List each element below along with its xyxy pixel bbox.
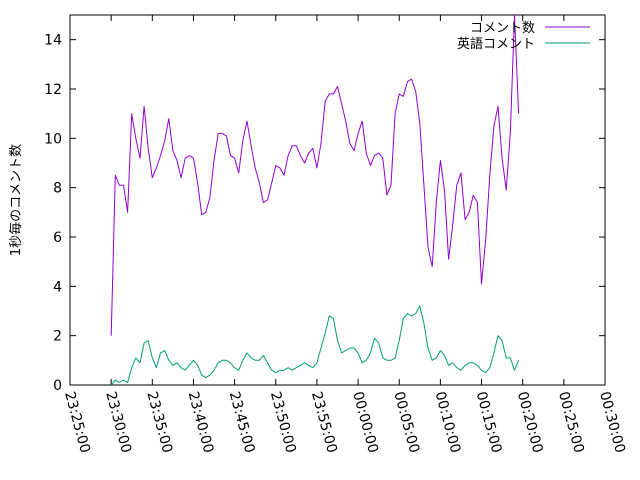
y-tick-label: 4 [53,279,62,295]
x-tick-label: 23:45:00 [226,390,258,455]
plot-border [69,14,606,386]
series-line-1 [110,305,520,386]
x-tick-label: 00:10:00 [432,390,464,455]
y-tick-label: 8 [53,181,62,197]
x-tick-label: 23:55:00 [308,390,340,455]
x-tick-label: 23:40:00 [185,390,217,455]
x-tick-label: 00:30:00 [596,390,628,455]
x-tick-label: 00:15:00 [473,390,505,455]
y-tick-label: 0 [53,378,62,394]
x-tick-label: 00:25:00 [555,390,587,455]
legend-label-0: コメント数 [470,21,535,36]
y-tick-label: 2 [53,329,62,345]
y-tick-label: 14 [44,33,62,49]
x-tick-label: 23:50:00 [267,390,299,455]
x-tick-label: 00:20:00 [514,390,546,455]
legend-label-1: 英語コメント [457,36,535,52]
x-tick-label: 23:35:00 [143,390,175,455]
y-tick-label: 6 [53,230,62,246]
y-axis-title: 1秒毎のコメント数 [8,144,24,256]
series-line-0 [110,14,520,336]
x-tick-label: 23:30:00 [102,390,134,455]
y-tick-label: 10 [44,131,62,147]
x-tick-label: 00:05:00 [390,390,422,455]
x-tick-label: 23:25:00 [61,390,93,455]
axes: 0 2 4 6 8 10 12 14 23:25:00 23:30:00 23:35:00 23:40… [44,14,628,455]
x-tick-label: 00:00:00 [349,390,381,455]
series-layer [110,14,520,386]
y-tick-label: 12 [44,82,62,98]
